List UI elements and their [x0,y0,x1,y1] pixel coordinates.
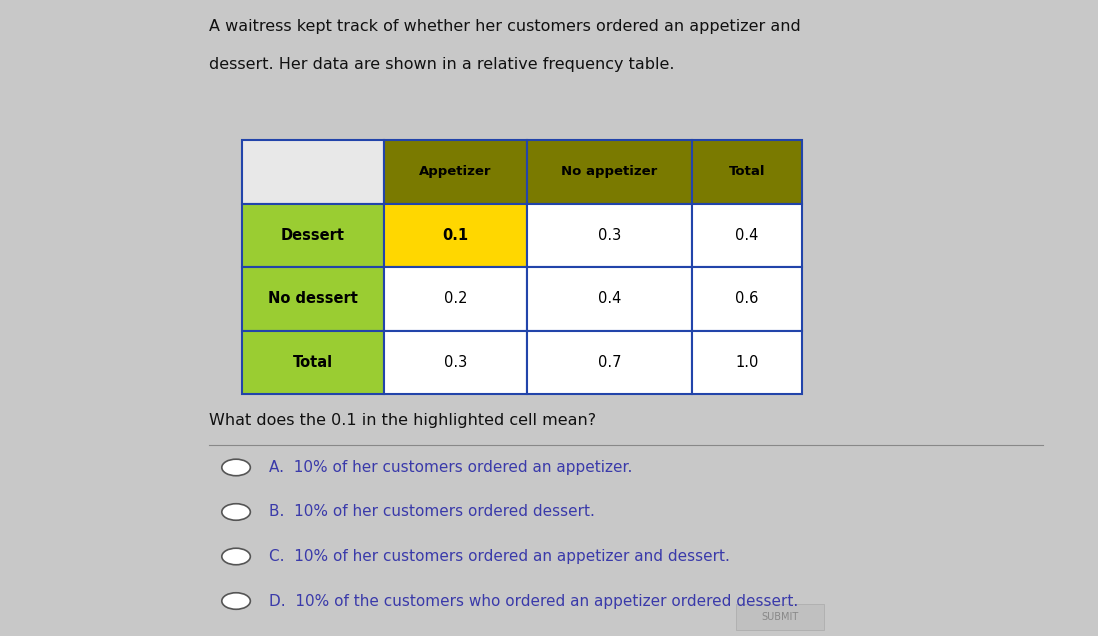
Bar [692,140,802,204]
Bar [692,267,802,331]
Bar [527,267,692,331]
Bar [692,204,802,267]
Text: dessert. Her data are shown in a relative frequency table.: dessert. Her data are shown in a relativ… [209,57,674,73]
Text: Appetizer: Appetizer [419,165,492,178]
Text: Dessert: Dessert [281,228,345,243]
Bar [692,331,802,394]
Text: 0.2: 0.2 [444,291,468,307]
Circle shape [222,548,250,565]
Bar [242,267,384,331]
Circle shape [222,504,250,520]
Bar [527,204,692,267]
Text: Total: Total [728,165,765,178]
Text: 0.7: 0.7 [597,355,621,370]
Text: 0.3: 0.3 [597,228,621,243]
Text: What does the 0.1 in the highlighted cell mean?: What does the 0.1 in the highlighted cel… [209,413,596,429]
Bar [527,140,692,204]
Text: A waitress kept track of whether her customers ordered an appetizer and: A waitress kept track of whether her cus… [209,19,800,34]
Text: B.  10% of her customers ordered dessert.: B. 10% of her customers ordered dessert. [269,504,595,520]
Bar [242,204,384,267]
Text: 0.4: 0.4 [597,291,621,307]
Bar [527,331,692,394]
Bar [242,331,384,394]
Bar [384,267,527,331]
Bar [384,204,527,267]
Text: Total: Total [293,355,333,370]
Text: 0.6: 0.6 [735,291,759,307]
Text: SUBMIT: SUBMIT [761,612,798,622]
Bar [736,604,824,630]
Text: 0.3: 0.3 [444,355,468,370]
Circle shape [222,459,250,476]
Text: D.  10% of the customers who ordered an appetizer ordered dessert.: D. 10% of the customers who ordered an a… [269,593,798,609]
Text: C.  10% of her customers ordered an appetizer and dessert.: C. 10% of her customers ordered an appet… [269,549,730,564]
Bar [242,140,384,204]
Text: 1.0: 1.0 [735,355,759,370]
Text: A.  10% of her customers ordered an appetizer.: A. 10% of her customers ordered an appet… [269,460,632,475]
Circle shape [222,593,250,609]
Text: 0.1: 0.1 [442,228,469,243]
Bar [384,331,527,394]
Text: No dessert: No dessert [268,291,358,307]
Text: 0.4: 0.4 [735,228,759,243]
Text: No appetizer: No appetizer [561,165,658,178]
Bar [384,140,527,204]
